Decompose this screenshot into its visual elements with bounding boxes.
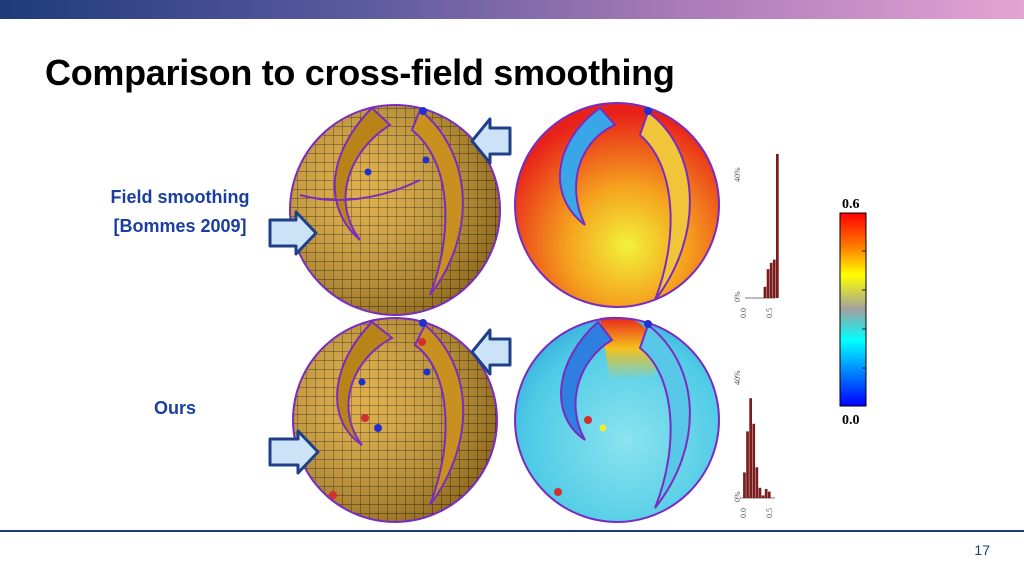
- histogram-bottom-bars: [743, 398, 771, 498]
- histogram-bar: [752, 423, 756, 498]
- histogram-bar: [763, 286, 767, 298]
- histogram-top-ytick-top: 40%: [733, 167, 742, 182]
- histogram-top-ytick-bottom: 0%: [733, 291, 742, 302]
- top-gradient-bar: [0, 0, 1024, 19]
- histogram-bar: [767, 491, 771, 498]
- histogram-bar: [776, 154, 779, 298]
- histogram-top-xtick-1: 0.5: [765, 308, 774, 318]
- colorbar-gradient: [839, 212, 867, 407]
- histogram-bottom-ytick-bottom: 0%: [733, 491, 742, 502]
- colorbar: 0.6 0.0: [839, 197, 867, 428]
- arrow-bottom-left: [268, 429, 320, 475]
- histogram-top-bars: [763, 154, 779, 298]
- histogram-bar: [764, 489, 768, 498]
- histogram-bar: [766, 269, 770, 298]
- histogram-bar: [749, 398, 752, 498]
- arrow-top-left: [268, 210, 318, 256]
- histogram-bottom-xtick-0: 0.0: [739, 508, 748, 518]
- histogram-bottom: 40% 0% 0.0 0.5: [733, 370, 775, 518]
- row1-label-line2: [Bommes 2009]: [113, 216, 247, 236]
- histogram-bottom-ytick-top: 40%: [733, 370, 742, 385]
- colorbar-min-label: 0.0: [842, 413, 860, 428]
- histogram-top: 40% 0% 0.0 0.5: [733, 154, 779, 318]
- arrow-top-right: [470, 117, 512, 165]
- histogram-bar: [769, 262, 773, 298]
- histogram-bottom-xtick-1: 0.5: [765, 508, 774, 518]
- mesh-sphere-bottom: [292, 317, 498, 523]
- histogram-bar: [743, 472, 746, 498]
- mesh-sphere-top: [289, 104, 501, 316]
- histogram-top-xtick-0: 0.0: [739, 308, 748, 318]
- page-number: 17: [974, 542, 990, 558]
- heat-sphere-bottom: [514, 316, 720, 523]
- histogram-bar: [746, 431, 749, 498]
- footer-rule: [0, 530, 1024, 532]
- histogram-bar: [772, 259, 776, 298]
- heat-sphere-top: [514, 102, 720, 308]
- row1-label: Field smoothing [Bommes 2009]: [90, 183, 270, 241]
- slide-title: Comparison to cross-field smoothing: [45, 52, 675, 93]
- histogram-bar: [761, 495, 765, 498]
- row2-label-line1: Ours: [153, 398, 196, 418]
- histogram-bar: [755, 467, 759, 498]
- arrow-bottom-right: [470, 328, 512, 376]
- row1-label-line1: Field smoothing: [110, 187, 250, 207]
- row2-label: Ours: [125, 398, 225, 419]
- colorbar-max-label: 0.6: [842, 197, 860, 212]
- histogram-bar: [758, 487, 762, 498]
